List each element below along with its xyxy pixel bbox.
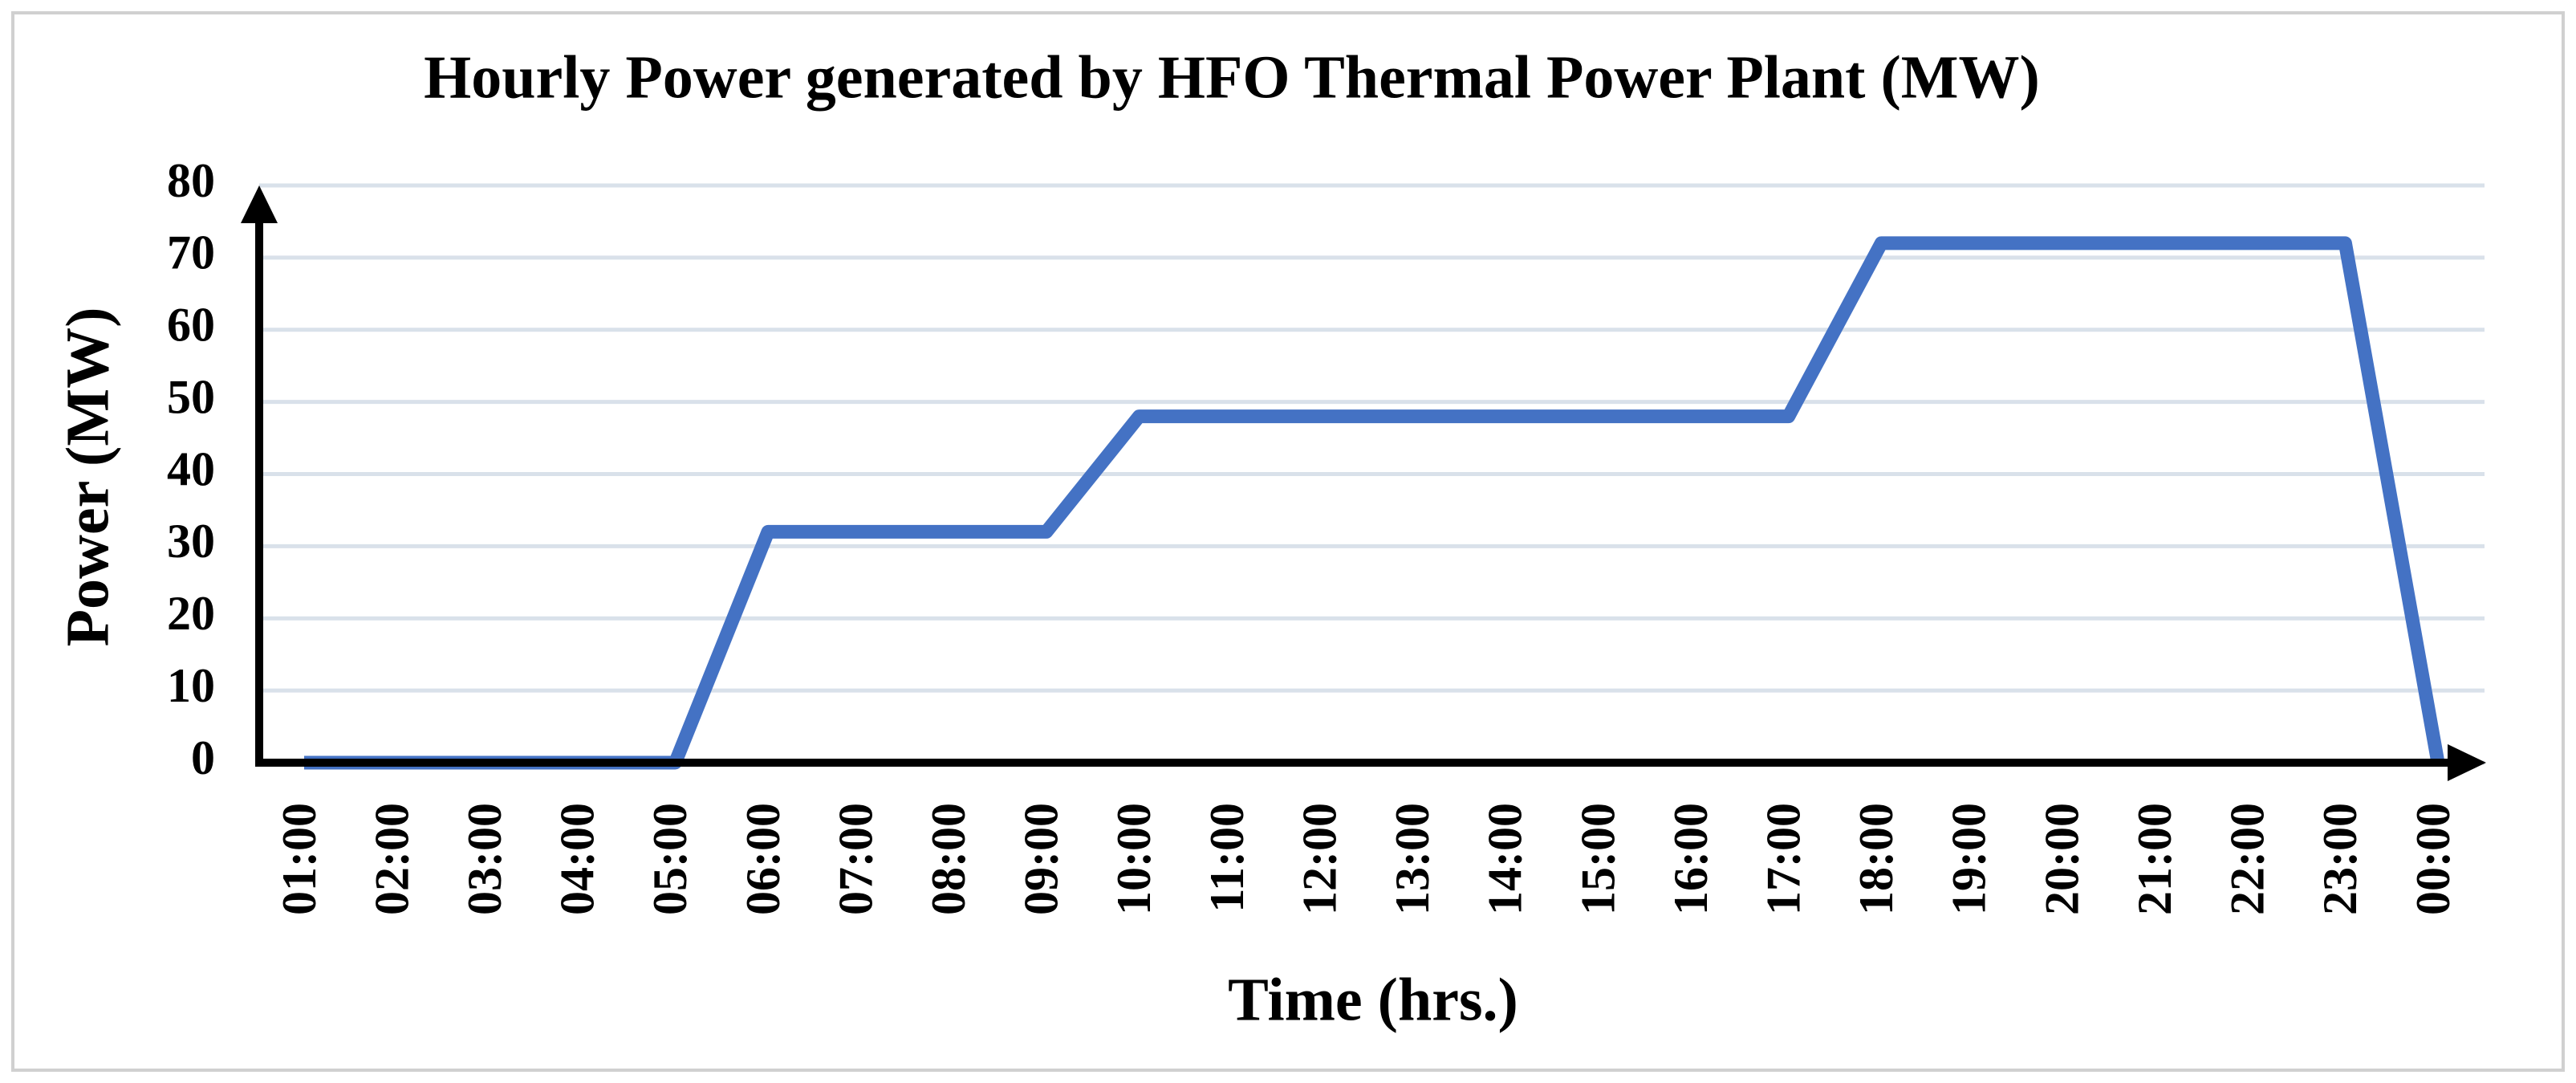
x-tick-label: 05:00: [644, 803, 697, 915]
x-tick-label: 08:00: [922, 803, 975, 915]
x-tick-label: 23:00: [2314, 803, 2367, 915]
x-tick-label: 02:00: [365, 803, 418, 915]
y-tick-label: 20: [167, 587, 215, 640]
x-tick-label: 22:00: [2221, 803, 2274, 915]
y-tick-label: 10: [167, 659, 215, 712]
x-tick-label: 10:00: [1107, 803, 1160, 915]
x-tick-label: 04:00: [551, 803, 604, 915]
x-tick-label: 00:00: [2407, 803, 2460, 915]
x-tick-label: 14:00: [1479, 803, 1532, 915]
x-tick-label: 19:00: [1943, 803, 1996, 915]
x-tick-label: 21:00: [2128, 803, 2181, 915]
x-axis-arrow: [2448, 744, 2486, 781]
chart-frame: [11, 11, 2565, 1072]
x-tick-label: 20:00: [2035, 803, 2088, 915]
x-tick-label: 06:00: [737, 803, 790, 915]
chart-title: Hourly Power generated by HFO Thermal Po…: [424, 43, 2040, 111]
x-axis-title: Time (hrs.): [1228, 966, 1518, 1033]
y-axis-title: Power (MW): [54, 307, 121, 647]
x-tick-label: 13:00: [1386, 803, 1439, 915]
y-tick-label: 60: [167, 299, 215, 352]
axes: [241, 185, 2486, 781]
x-tick-label: 18:00: [1850, 803, 1903, 915]
y-tick-label: 50: [167, 370, 215, 423]
x-tick-label: 07:00: [829, 803, 882, 915]
x-tick-label: 01:00: [273, 803, 326, 915]
y-tick-label: 40: [167, 442, 215, 495]
x-tick-label: 03:00: [458, 803, 511, 915]
x-tick-label: 09:00: [1015, 803, 1068, 915]
y-tick-label: 70: [167, 226, 215, 279]
x-tick-label: 12:00: [1293, 803, 1346, 915]
x-tick-label: 17:00: [1757, 803, 1810, 915]
y-tick-label: 30: [167, 515, 215, 568]
y-axis-arrow: [241, 185, 278, 223]
y-tick-label: 0: [191, 731, 215, 784]
x-tick-label: 16:00: [1664, 803, 1717, 915]
x-tick-label: 11:00: [1201, 803, 1253, 913]
x-tick-label: 15:00: [1571, 803, 1624, 915]
y-tick-label: 80: [167, 154, 215, 207]
